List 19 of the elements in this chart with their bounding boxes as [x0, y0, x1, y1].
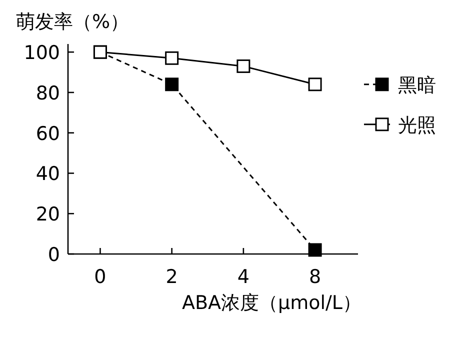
- point: [236, 59, 250, 73]
- point: [308, 78, 322, 92]
- y-tick-label: 80: [36, 82, 60, 104]
- y-tick-label: 40: [36, 163, 60, 186]
- legend-label: 黑暗: [398, 74, 436, 96]
- point: [308, 243, 322, 257]
- y-axis-title: 萌发率（%）: [16, 11, 130, 33]
- x-axis-title: ABA浓度（μmol/L）: [182, 292, 362, 314]
- x-tick-label: 4: [237, 266, 250, 288]
- x-tick-label: 8: [308, 266, 322, 288]
- y-tick-label: 100: [24, 42, 60, 64]
- point: [165, 51, 179, 65]
- y-tick-label: 60: [36, 122, 60, 145]
- y-tick-label: 0: [48, 244, 60, 266]
- point: [165, 78, 179, 92]
- legend-label: 光照: [398, 114, 436, 136]
- y-tick-label: 20: [36, 204, 60, 226]
- x-tick-label: 2: [166, 266, 178, 288]
- x-tick-label: 0: [94, 266, 106, 288]
